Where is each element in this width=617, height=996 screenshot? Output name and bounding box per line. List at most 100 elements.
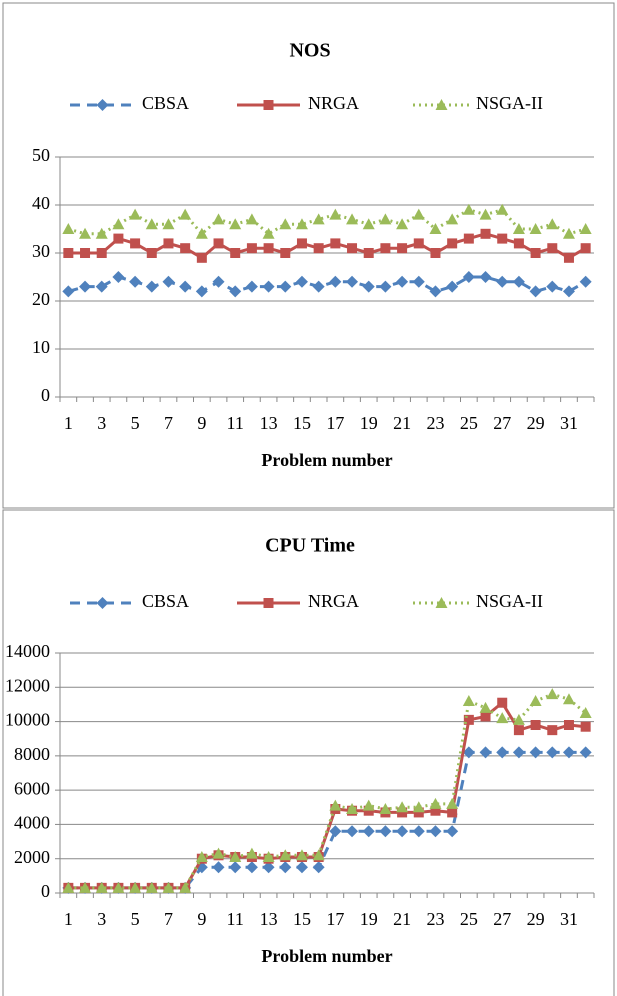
marker [362, 280, 375, 293]
x-tick-label: 17 [326, 909, 344, 929]
marker [212, 213, 225, 225]
marker [95, 280, 108, 293]
marker [412, 275, 425, 288]
marker [130, 238, 141, 249]
marker [562, 746, 575, 759]
marker [563, 252, 574, 263]
marker [96, 597, 109, 609]
y-tick-label: 50 [32, 145, 50, 165]
marker [579, 746, 592, 759]
marker [430, 248, 441, 258]
marker [496, 712, 509, 724]
marker [430, 805, 441, 816]
marker [246, 243, 257, 254]
panel-border [2, 509, 615, 996]
legend-label: CBSA [142, 591, 189, 611]
marker [447, 807, 458, 818]
marker [379, 803, 392, 814]
marker [546, 688, 559, 700]
x-tick-label: 25 [460, 909, 478, 929]
marker [362, 825, 375, 838]
marker [497, 697, 508, 708]
marker [96, 248, 107, 258]
x-tick-label: 31 [560, 413, 578, 433]
marker [380, 243, 391, 254]
marker [412, 208, 425, 220]
marker [435, 99, 448, 110]
y-tick-label: 20 [32, 289, 50, 309]
chart-title: CPU Time [265, 535, 355, 557]
marker [162, 881, 175, 893]
marker [229, 851, 242, 862]
marker [379, 825, 392, 838]
marker [412, 825, 425, 838]
x-tick-label: 11 [227, 413, 244, 433]
marker [162, 275, 175, 288]
marker [62, 881, 75, 893]
marker [262, 861, 275, 874]
marker [179, 280, 192, 293]
marker [562, 227, 575, 239]
marker [229, 285, 242, 298]
x-tick-label: 15 [293, 909, 311, 929]
marker [379, 213, 392, 225]
y-tick-label: 4000 [14, 813, 50, 833]
marker [462, 203, 475, 215]
marker [435, 597, 448, 608]
marker [179, 881, 192, 893]
x-tick-label: 7 [164, 909, 173, 929]
y-tick-label: 14000 [5, 641, 50, 661]
x-tick-label: 1 [64, 413, 73, 433]
marker [329, 825, 342, 838]
marker [429, 825, 442, 838]
x-tick-label: 9 [197, 413, 206, 433]
marker [129, 275, 142, 288]
y-tick-label: 0 [41, 385, 50, 405]
x-axis-title: Problem number [261, 946, 392, 966]
marker [62, 285, 75, 298]
marker [212, 847, 225, 859]
marker [195, 851, 208, 862]
marker [512, 223, 525, 234]
marker [146, 248, 157, 258]
x-tick-label: 13 [260, 909, 278, 929]
marker [312, 861, 325, 874]
marker [362, 799, 375, 811]
x-tick-label: 17 [326, 413, 344, 433]
x-tick-label: 13 [260, 413, 278, 433]
marker [529, 695, 542, 706]
marker [295, 849, 308, 861]
marker [562, 693, 575, 705]
marker [479, 271, 492, 283]
marker [312, 213, 325, 225]
x-tick-label: 29 [527, 909, 545, 929]
marker [295, 861, 308, 874]
series-line [67, 208, 587, 236]
marker [346, 803, 359, 814]
marker [279, 861, 292, 874]
marker [196, 252, 207, 263]
x-tick-label: 21 [393, 909, 411, 929]
marker [530, 720, 541, 730]
marker [245, 861, 258, 874]
marker [112, 218, 125, 230]
y-tick-label: 12000 [5, 675, 50, 695]
marker [229, 218, 242, 230]
marker [546, 218, 559, 230]
marker [429, 797, 442, 809]
marker [313, 243, 324, 254]
marker [513, 725, 524, 736]
marker [329, 799, 342, 811]
marker [547, 243, 558, 254]
marker [279, 280, 292, 293]
marker [129, 881, 142, 893]
marker [512, 746, 525, 759]
marker [529, 285, 542, 298]
marker [429, 285, 442, 298]
marker [330, 238, 341, 249]
marker [163, 238, 174, 249]
marker [396, 825, 409, 838]
y-tick-label: 40 [32, 193, 50, 213]
marker [229, 861, 242, 874]
